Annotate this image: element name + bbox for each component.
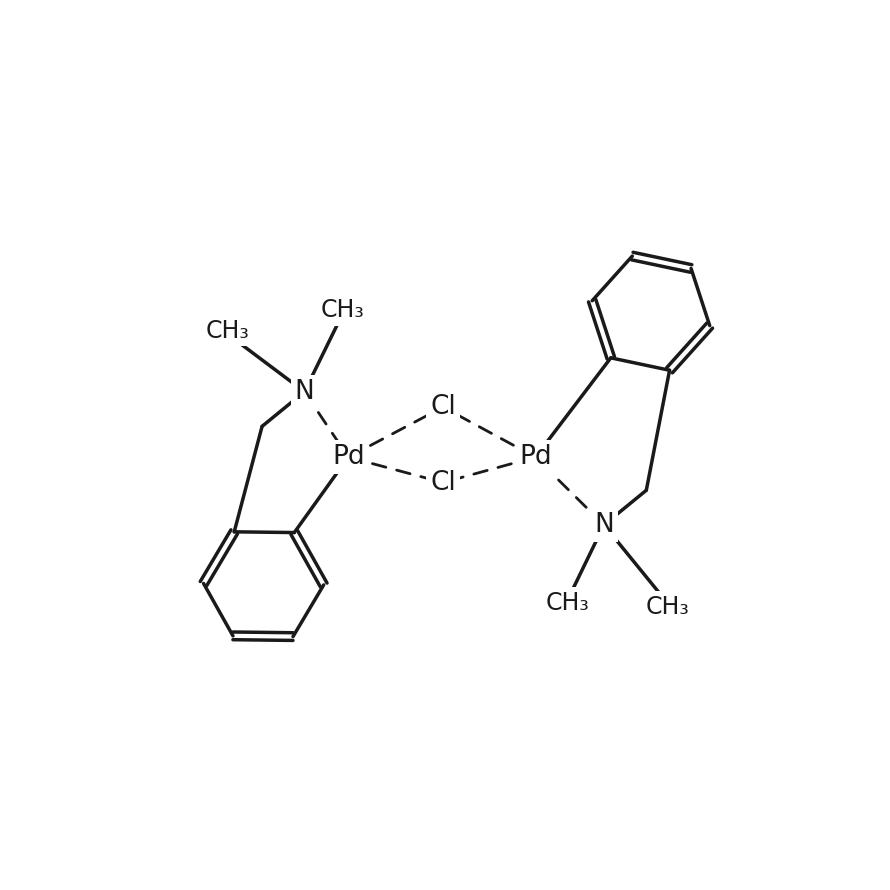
Text: CH₃: CH₃ xyxy=(321,298,365,322)
Text: Cl: Cl xyxy=(430,470,456,496)
Text: N: N xyxy=(595,512,614,538)
Text: CH₃: CH₃ xyxy=(206,319,249,343)
Text: CH₃: CH₃ xyxy=(546,591,590,615)
Text: Cl: Cl xyxy=(430,394,456,420)
Text: CH₃: CH₃ xyxy=(646,595,690,619)
Text: Pd: Pd xyxy=(332,444,365,470)
Text: Pd: Pd xyxy=(519,444,552,470)
Text: N: N xyxy=(295,379,314,405)
